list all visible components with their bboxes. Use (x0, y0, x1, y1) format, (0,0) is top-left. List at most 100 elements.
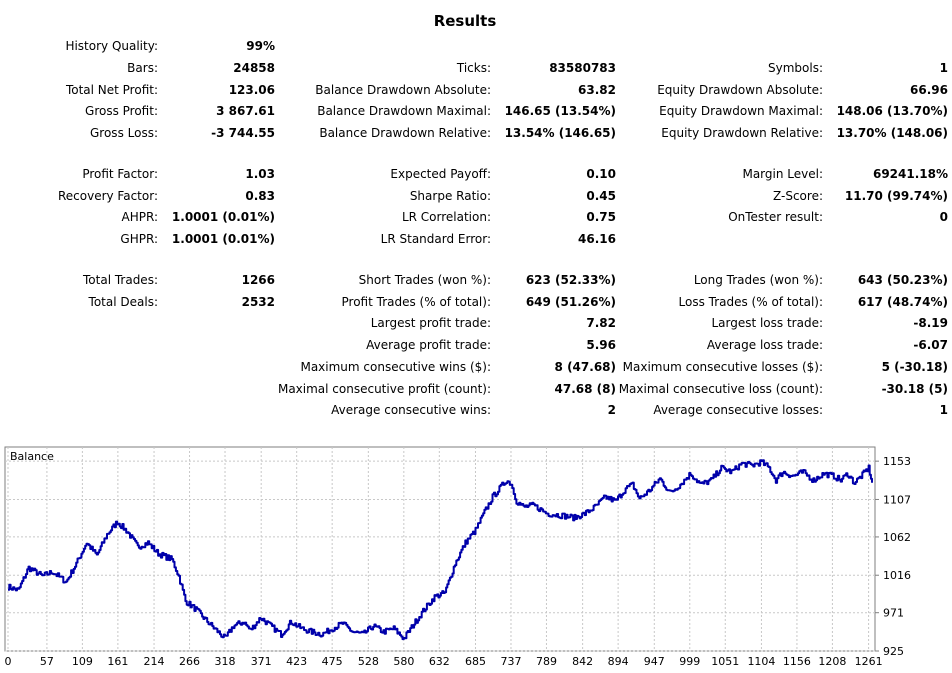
stat-value: 13.54% (146.65) (504, 126, 616, 140)
x-tick-label: 423 (286, 655, 307, 668)
stat-label: Short Trades (won %): (358, 273, 491, 287)
stat-label: Maximal consecutive profit (count): (277, 382, 491, 396)
stat-value: 146.65 (13.54%) (504, 104, 616, 118)
stat-value: 1266 (241, 273, 275, 287)
stat-value: 623 (52.33%) (525, 273, 616, 287)
stat-value: 5.96 (586, 338, 616, 352)
x-tick-label: 1104 (747, 655, 775, 668)
stat-value: 1.0001 (0.01%) (171, 210, 275, 224)
stat-label: Expected Payoff: (390, 167, 491, 181)
x-tick-label: 318 (215, 655, 236, 668)
stat-value: 2 (607, 403, 616, 417)
chart-grid (5, 447, 875, 652)
stat-label: Total Trades: (83, 273, 158, 287)
stat-value: 643 (50.23%) (857, 273, 948, 287)
stat-label: Loss Trades (% of total): (678, 295, 824, 309)
chart-plot-area (4, 446, 876, 652)
y-tick-label: 1062 (883, 531, 911, 544)
stat-value: 1 (939, 61, 948, 75)
stat-label: Gross Loss: (90, 126, 158, 140)
stat-value: 24858 (233, 61, 275, 75)
stat-label: Equity Drawdown Relative: (661, 126, 823, 140)
x-tick-label: 999 (679, 655, 700, 668)
stat-label: AHPR: (121, 210, 158, 224)
stat-label: Maximal consecutive loss (count): (618, 382, 823, 396)
stat-label: Sharpe Ratio: (409, 189, 491, 203)
stat-value: -3 744.55 (211, 126, 275, 140)
stat-value: 649 (51.26%) (525, 295, 616, 309)
stat-value: 69241.18% (872, 167, 948, 181)
x-tick-label: 266 (179, 655, 200, 668)
stat-value: 1 (939, 403, 948, 417)
y-tick-label: 1153 (883, 455, 911, 468)
y-tick-label: 925 (883, 645, 904, 658)
stat-label: Symbols: (768, 61, 823, 75)
stat-value: 0.75 (586, 210, 616, 224)
stat-label: Largest loss trade: (711, 316, 823, 330)
stat-label: Average consecutive losses: (653, 403, 823, 417)
stat-label: OnTester result: (728, 210, 823, 224)
stat-value: -30.18 (5) (881, 382, 948, 396)
x-tick-label: 1261 (855, 655, 883, 668)
x-tick-label: 161 (107, 655, 128, 668)
x-tick-label: 214 (144, 655, 165, 668)
stat-value: 2532 (241, 295, 275, 309)
stat-value: -8.19 (913, 316, 948, 330)
y-axis: 925 971 1016 1062 1107 1153 (875, 455, 911, 658)
stat-label: Gross Profit: (85, 104, 158, 118)
stat-label: History Quality: (65, 39, 158, 53)
stat-label: GHPR: (120, 232, 158, 246)
stat-label: Long Trades (won %): (693, 273, 823, 287)
stat-value: 8 (47.68) (554, 360, 616, 374)
stat-label: Recovery Factor: (57, 189, 158, 203)
stat-value: -6.07 (913, 338, 948, 352)
x-tick-label: 57 (40, 655, 54, 668)
stat-label: Total Net Profit: (65, 83, 158, 97)
x-tick-label: 580 (393, 655, 414, 668)
x-tick-label: 0 (5, 655, 12, 668)
x-tick-label: 1156 (783, 655, 811, 668)
stat-value: 0.10 (586, 167, 616, 181)
stat-label: Bars: (127, 61, 158, 75)
stat-value: 0.45 (586, 189, 616, 203)
stat-value: 46.16 (578, 232, 616, 246)
x-tick-label: 475 (322, 655, 343, 668)
stats-table: History Quality: 99% Bars: 24858 Total Net P… (57, 39, 948, 417)
stat-label: Profit Trades (% of total): (341, 295, 491, 309)
x-tick-label: 371 (251, 655, 272, 668)
stat-label: Largest profit trade: (370, 316, 491, 330)
x-tick-label: 685 (465, 655, 486, 668)
stat-value: 63.82 (578, 83, 616, 97)
stat-label: Average consecutive wins: (331, 403, 491, 417)
stat-value: 123.06 (228, 83, 275, 97)
stat-value: 0 (939, 210, 948, 224)
stat-label: LR Correlation: (401, 210, 491, 224)
stat-value: 66.96 (910, 83, 948, 97)
stat-label: LR Standard Error: (380, 232, 491, 246)
stat-label: Average profit trade: (366, 338, 491, 352)
stat-label: Balance Drawdown Relative: (319, 126, 491, 140)
stat-label: Equity Drawdown Absolute: (657, 83, 823, 97)
x-tick-label: 1051 (711, 655, 739, 668)
stat-label: Ticks: (456, 61, 491, 75)
y-tick-label: 1107 (883, 493, 911, 506)
balance-chart: 925 971 1016 1062 1107 1153 0 57 109 161 214 266 31… (4, 446, 911, 668)
stat-value: 0.83 (245, 189, 275, 203)
stat-label: Z-Score: (773, 189, 823, 203)
x-tick-label: 632 (429, 655, 450, 668)
stat-value: 5 (-30.18) (881, 360, 948, 374)
stat-label: Average loss trade: (706, 338, 823, 352)
stat-value: 617 (48.74%) (857, 295, 948, 309)
report-title: Results (433, 12, 497, 30)
chart-title: Balance (10, 450, 54, 463)
stat-value: 83580783 (549, 61, 616, 75)
x-axis: 0 57 109 161 214 266 318 371 423 475 528 580 632 685 7… (5, 655, 883, 668)
stat-value: 13.70% (148.06) (836, 126, 948, 140)
y-tick-label: 971 (883, 607, 904, 620)
stat-label: Margin Level: (742, 167, 823, 181)
stat-value: 1.03 (245, 167, 275, 181)
balance-series-line (8, 459, 873, 641)
x-tick-label: 737 (500, 655, 521, 668)
stat-value: 1.0001 (0.01%) (171, 232, 275, 246)
x-tick-label: 842 (572, 655, 593, 668)
